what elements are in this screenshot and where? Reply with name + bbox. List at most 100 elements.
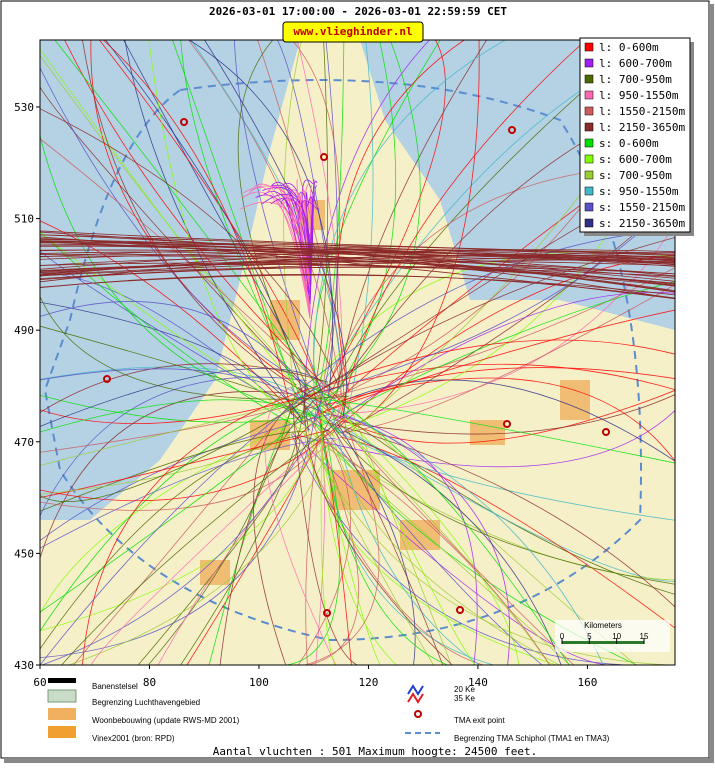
y-tick-label: 430	[14, 659, 34, 672]
legend-label: l: 950-1550m	[599, 89, 679, 102]
flight-track	[299, 190, 311, 317]
flight-track	[40, 363, 328, 413]
tracks	[40, 40, 675, 665]
flight-track	[180, 40, 313, 420]
legend-swatch	[584, 138, 594, 148]
flight-track	[343, 390, 452, 665]
flight-track	[40, 263, 675, 285]
map-legend: Banenstelsel Begrenzing Luchthavengebied…	[47, 678, 610, 743]
flight-track	[347, 40, 480, 434]
flight-track	[40, 48, 340, 435]
flight-track	[40, 234, 675, 265]
flight-track	[90, 40, 297, 386]
flight-track	[327, 422, 675, 608]
flight-track	[322, 339, 675, 388]
flight-track	[103, 40, 293, 415]
flight-track	[297, 393, 604, 665]
tma-boundary	[43, 79, 642, 642]
legend-label: s: 2150-3650m	[599, 217, 685, 230]
legend-swatch	[584, 170, 594, 180]
flight-track	[293, 401, 434, 665]
flight-track	[40, 376, 307, 516]
flight-track	[345, 40, 374, 422]
y-tick-label: 510	[14, 213, 34, 226]
flight-track	[41, 437, 311, 665]
flight-track	[313, 40, 506, 391]
flight-track	[320, 380, 336, 665]
flight-track	[286, 437, 341, 665]
flight-track	[316, 432, 381, 665]
flight-track	[331, 424, 675, 585]
legend-text: Woonbebouwing (update RWS-MD 2001)	[92, 716, 240, 725]
flight-track	[40, 367, 334, 427]
flight-track	[40, 429, 330, 498]
scale-box	[555, 620, 670, 652]
flight-track	[312, 434, 571, 665]
flight-track	[326, 377, 675, 462]
flight-track	[40, 402, 303, 502]
flight-track	[40, 296, 350, 400]
flight-track	[315, 40, 329, 383]
flight-track	[40, 135, 322, 419]
flight-track	[40, 230, 675, 254]
flight-track	[320, 398, 675, 464]
ke-text: 20 Ke	[454, 685, 475, 694]
legend-swatch	[584, 42, 594, 52]
flight-track	[40, 231, 292, 425]
y-tick-label: 470	[14, 436, 34, 449]
flight-track	[40, 232, 335, 437]
flight-track	[290, 386, 543, 665]
flight-track	[319, 438, 551, 665]
flight-track	[40, 435, 300, 650]
flight-track	[304, 431, 670, 665]
y-tick-label: 490	[14, 324, 34, 337]
legend	[579, 37, 691, 233]
x-tick-label: 120	[359, 676, 379, 689]
y-tick-label: 530	[14, 101, 34, 114]
flight-track	[147, 396, 296, 665]
legend-label: s: 0-600m	[599, 137, 659, 150]
exit-text: TMA exit point	[454, 716, 505, 725]
site-text: www.vlieghinder.nl	[293, 25, 412, 38]
shadow	[4, 758, 714, 763]
flight-track	[340, 40, 587, 418]
flight-track	[40, 409, 317, 659]
legend-swatch	[584, 202, 594, 212]
legend-label: l: 1550-2150m	[599, 105, 685, 118]
ke35-icon	[407, 692, 424, 704]
flight-track	[307, 196, 314, 300]
flight-track	[344, 430, 562, 665]
legend-label: s: 600-700m	[599, 153, 672, 166]
flight-track	[290, 433, 626, 665]
flight-track	[336, 421, 416, 665]
flight-track	[40, 108, 340, 389]
flight-track	[40, 391, 293, 559]
flight-track	[180, 388, 307, 665]
flight-track	[257, 40, 345, 423]
flight-track	[90, 435, 325, 665]
ke-text: 35 Ke	[454, 694, 475, 703]
flight-track	[248, 186, 311, 319]
legend-text: Begrenzing Luchthavengebied	[92, 698, 200, 707]
x-tick-label: 80	[143, 676, 156, 689]
flight-track	[298, 200, 318, 294]
flight-track	[40, 252, 675, 262]
legend-label: l: 0-600m	[599, 41, 659, 54]
flight-track	[40, 251, 675, 292]
legend-swatch	[584, 90, 594, 100]
x-tick-label: 100	[249, 676, 269, 689]
flight-track	[297, 432, 351, 665]
flight-track	[322, 280, 675, 426]
flight-track	[40, 394, 310, 423]
flight-track	[339, 399, 476, 665]
flight-track	[40, 220, 303, 425]
legend-text: Banenstelsel	[92, 682, 138, 691]
flight-track	[40, 266, 675, 280]
legend-label: l: 2150-3650m	[599, 121, 685, 134]
flight-track	[254, 183, 311, 302]
flight-track	[304, 385, 453, 665]
ke20-icon	[407, 684, 424, 696]
legend-text: Vinex2001 (bron: RPD)	[92, 734, 175, 743]
flight-track	[304, 429, 380, 665]
